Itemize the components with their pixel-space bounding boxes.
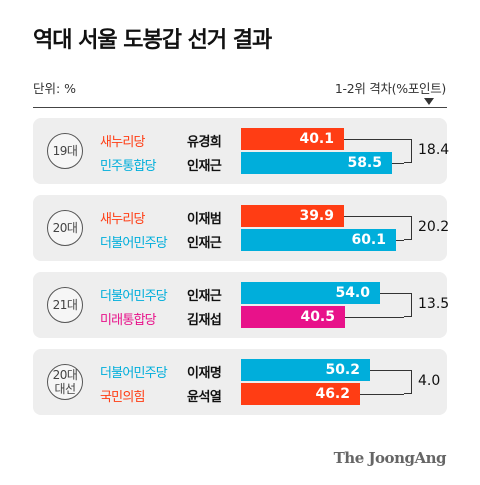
vote-bar: 40.1 [241, 128, 344, 150]
gap-value: 18.4 [418, 142, 450, 158]
election-panel [33, 118, 447, 184]
election-badge: 21대 [47, 287, 83, 323]
chart-title: 역대 서울 도봉갑 선거 결과 [33, 28, 272, 53]
bracket-connector [360, 394, 404, 395]
down-arrow-icon [424, 98, 434, 105]
election-badge: 20대 대선 [47, 364, 83, 400]
vote-value-label: 46.2 [315, 386, 350, 402]
vote-value-label: 40.5 [300, 309, 335, 325]
candidate-name: 유경희 [187, 135, 222, 150]
vote-bar: 58.5 [241, 152, 392, 174]
vote-bar: 54.0 [241, 282, 380, 304]
gap-bracket [404, 216, 412, 240]
vote-bar: 40.5 [241, 306, 345, 328]
vote-bar: 46.2 [241, 383, 360, 405]
party-name: 더불어민주당 [100, 366, 168, 381]
bracket-connector [344, 139, 404, 140]
bracket-connector [344, 216, 404, 217]
vote-value-label: 60.1 [351, 232, 386, 248]
election-label: 대선 [54, 382, 76, 396]
party-name: 민주통합당 [100, 159, 157, 174]
election-label: 20대 [52, 221, 78, 235]
candidate-name: 김재섭 [187, 313, 222, 328]
bracket-connector [380, 293, 404, 294]
party-name: 새누리당 [100, 212, 145, 227]
election-badge: 20대 [47, 210, 83, 246]
vote-value-label: 54.0 [335, 285, 370, 301]
candidate-name: 인재근 [187, 236, 222, 251]
gap-bracket [404, 370, 412, 394]
election-label: 20대 [52, 368, 78, 382]
election-label: 21대 [52, 298, 78, 312]
vote-value-label: 40.1 [299, 131, 334, 147]
election-label: 19대 [52, 144, 78, 158]
party-name: 미래통합당 [100, 313, 157, 328]
party-name: 더불어민주당 [100, 289, 168, 304]
source-logo: The JoongAng [333, 449, 447, 467]
bracket-connector [392, 163, 404, 164]
header-divider [33, 107, 447, 108]
unit-label: 단위: % [33, 81, 77, 96]
bracket-connector [396, 240, 404, 241]
gap-value: 20.2 [418, 219, 450, 235]
candidate-name: 인재근 [187, 159, 222, 174]
gap-header-label: 1-2위 격차(%포인트) [334, 81, 446, 96]
candidate-name: 인재근 [187, 289, 222, 304]
bracket-connector [345, 317, 404, 318]
vote-value-label: 58.5 [347, 155, 382, 171]
vote-bar: 50.2 [241, 359, 370, 381]
gap-bracket [404, 139, 412, 163]
candidate-name: 이재명 [187, 366, 222, 381]
vote-bar: 39.9 [241, 205, 344, 227]
election-badge: 19대 [47, 133, 83, 169]
vote-bar: 60.1 [241, 229, 396, 251]
gap-bracket [404, 293, 412, 317]
election-panel [33, 195, 447, 261]
candidate-name: 윤석열 [187, 390, 222, 405]
party-name: 더불어민주당 [100, 236, 168, 251]
gap-value: 13.5 [418, 296, 450, 312]
vote-value-label: 50.2 [325, 362, 360, 378]
election-panel [33, 349, 447, 415]
gap-value: 4.0 [418, 373, 441, 389]
party-name: 새누리당 [100, 135, 145, 150]
vote-value-label: 39.9 [299, 208, 334, 224]
candidate-name: 이재범 [187, 212, 222, 227]
party-name: 국민의힘 [100, 390, 145, 405]
bracket-connector [370, 370, 404, 371]
election-panel [33, 272, 447, 338]
